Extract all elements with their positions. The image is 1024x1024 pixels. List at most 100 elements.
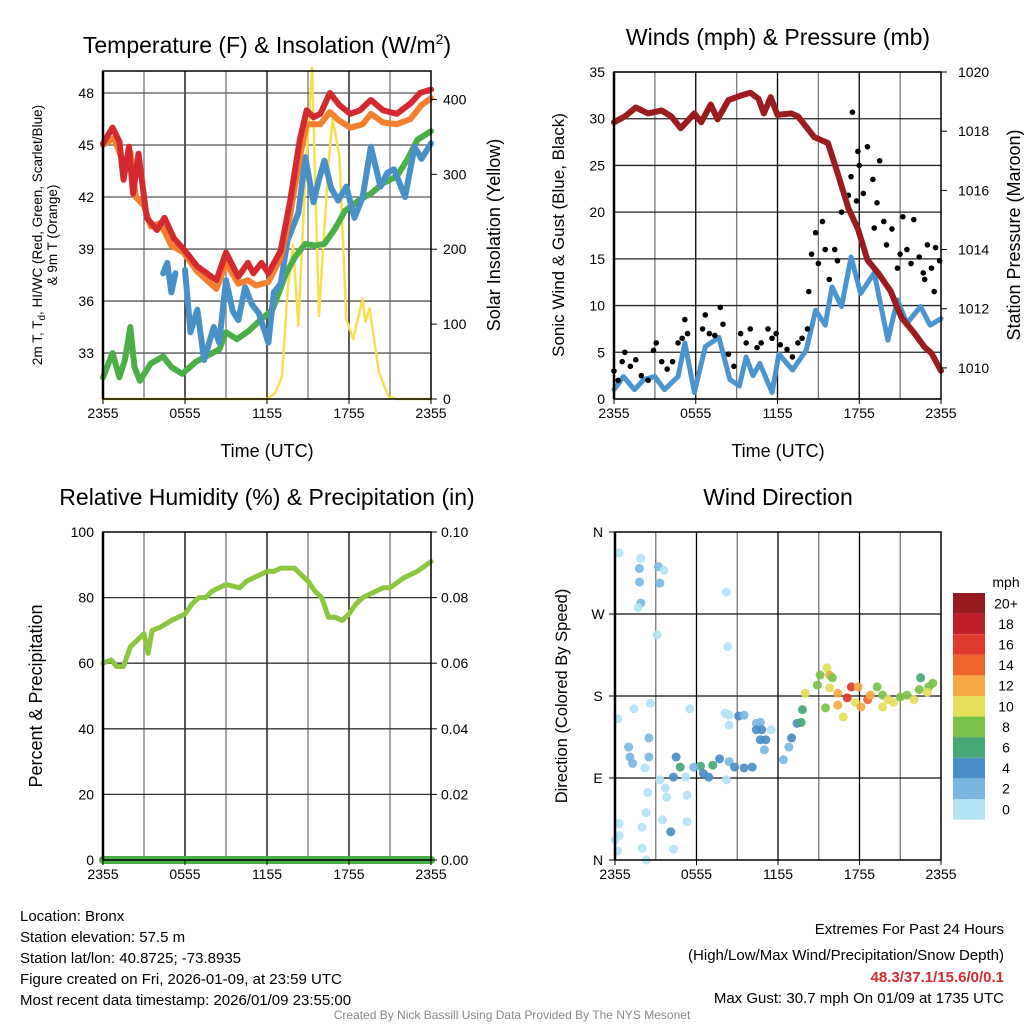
gust-point bbox=[826, 276, 833, 283]
extremes-box: Extremes For Past 24 Hours (High/Low/Max… bbox=[688, 921, 1004, 1007]
gust-point bbox=[706, 330, 713, 337]
gust-point bbox=[731, 363, 737, 370]
wind-direction-point bbox=[757, 725, 767, 735]
gust-point bbox=[897, 251, 903, 257]
gust-point bbox=[747, 326, 754, 332]
y-tick-label: E bbox=[593, 770, 602, 786]
y-tick-label: 30 bbox=[589, 111, 605, 127]
gust-point bbox=[864, 143, 871, 150]
gust-point bbox=[928, 265, 935, 272]
wind-direction-point bbox=[872, 682, 882, 692]
wind-direction-point bbox=[614, 819, 624, 829]
wind-direction-point bbox=[766, 725, 776, 735]
x-tick-label: 0555 bbox=[680, 405, 711, 421]
y2-tick-label: 0.10 bbox=[441, 524, 468, 540]
y-tick-label: 15 bbox=[589, 251, 605, 267]
gust-point bbox=[622, 349, 628, 356]
humidity-title: Relative Humidity (%) & Precipitation (i… bbox=[59, 484, 474, 510]
x-tick-label: 0555 bbox=[169, 405, 200, 421]
gust-point bbox=[650, 347, 657, 354]
wind-direction-point bbox=[928, 678, 938, 688]
gust-point bbox=[812, 229, 819, 236]
wind-direction-point bbox=[640, 763, 650, 773]
station-info: Location: Bronx Station elevation: 57.5 … bbox=[20, 908, 351, 1009]
gust-point bbox=[831, 246, 838, 253]
y-tick-label: 42 bbox=[78, 189, 94, 205]
x-tick-label: 1755 bbox=[333, 866, 364, 882]
temperature-x-label: Time (UTC) bbox=[220, 441, 313, 461]
wind-direction-point bbox=[800, 688, 810, 698]
y2-tick-label: 400 bbox=[443, 91, 467, 107]
y2-tick-label: 0.08 bbox=[441, 590, 468, 606]
wind-direction-point bbox=[662, 792, 672, 802]
speed-legend: mph 20+ 18 16 14 12 10 8 6 4 2 0 bbox=[953, 574, 1020, 820]
wind-direction-point bbox=[895, 692, 905, 702]
y-tick-label: 25 bbox=[589, 157, 605, 173]
wind-direction-point bbox=[784, 742, 794, 752]
y-tick-label: 5 bbox=[597, 344, 605, 360]
wind-direction-point bbox=[922, 687, 932, 697]
wind-direction-point bbox=[634, 577, 644, 587]
wind-direction-point bbox=[739, 710, 749, 720]
x-tick-label: 1755 bbox=[333, 405, 364, 421]
hi-wc-line bbox=[182, 140, 434, 363]
x-tick-label: 1155 bbox=[252, 866, 282, 882]
y2-tick-label: 0.04 bbox=[441, 721, 468, 737]
legend-label: 14 bbox=[998, 657, 1014, 673]
legend-swatch bbox=[953, 593, 985, 614]
wind-direction-point bbox=[878, 702, 888, 712]
y-tick-label: 80 bbox=[78, 590, 94, 606]
gust-point bbox=[795, 340, 801, 346]
gust-point bbox=[871, 225, 878, 231]
gust-point bbox=[874, 200, 880, 206]
gust-point bbox=[804, 326, 811, 332]
x-tick-label: 2355 bbox=[925, 866, 956, 882]
wind-direction-point bbox=[655, 775, 665, 785]
wind-direction-point bbox=[838, 712, 848, 722]
gust-point bbox=[848, 173, 854, 180]
pressure-y-label: Station Pressure (Maroon) bbox=[1004, 129, 1024, 340]
x-tick-label: 1155 bbox=[762, 405, 792, 421]
wind-direction-point bbox=[812, 680, 822, 690]
wind-direction-point bbox=[641, 808, 651, 818]
gust-point bbox=[819, 218, 826, 225]
temperature-panel: 2355 0555 1155 1755 2355 33 36 39 42 45 48 0 100 200 3… bbox=[30, 31, 504, 461]
gust-point bbox=[932, 244, 939, 251]
wind-direction-point bbox=[724, 720, 734, 730]
wind-direction-point bbox=[666, 827, 676, 837]
gust-point bbox=[619, 358, 625, 365]
y2-tick-label: 1010 bbox=[958, 360, 989, 376]
wind-direction-point bbox=[675, 762, 685, 772]
wind-direction-point bbox=[902, 690, 912, 700]
station-pressure-line bbox=[611, 89, 944, 374]
wind-direction-point bbox=[856, 702, 866, 712]
wind-direction-point bbox=[671, 752, 681, 762]
wind-direction-point bbox=[916, 673, 926, 683]
wind-direction-point bbox=[614, 548, 624, 558]
wind-direction-point bbox=[629, 704, 639, 714]
td-line bbox=[100, 128, 434, 384]
relative-humidity-line bbox=[100, 559, 434, 669]
gust-point bbox=[638, 372, 645, 379]
y2-tick-label: 0.02 bbox=[441, 786, 468, 802]
wind-direction-point bbox=[681, 772, 691, 782]
winds-y-label: Sonic Wind & Gust (Blue, Black) bbox=[549, 113, 568, 357]
wind-direction-point bbox=[628, 758, 638, 768]
wind-direction-point bbox=[846, 682, 856, 692]
station-latlon: Station lat/lon: 40.8725; -73.8935 bbox=[20, 950, 241, 967]
gust-point bbox=[853, 198, 860, 204]
x-tick-label: 1755 bbox=[844, 405, 875, 421]
wind-direction-point bbox=[825, 683, 835, 693]
y2-tick-label: 0 bbox=[443, 391, 451, 407]
wind-direction-title: Wind Direction bbox=[703, 484, 853, 510]
gust-point bbox=[664, 366, 670, 372]
legend-label: 2 bbox=[1002, 781, 1010, 797]
y-tick-label: S bbox=[593, 688, 602, 704]
y-tick-label: 36 bbox=[78, 293, 94, 309]
legend-label: 12 bbox=[998, 678, 1014, 694]
y-tick-label: 100 bbox=[71, 524, 95, 540]
max-gust: Max Gust: 30.7 mph On 01/09 at 1735 UTC bbox=[714, 990, 1004, 1007]
y-tick-label: 39 bbox=[78, 241, 94, 257]
y2-tick-label: 1018 bbox=[958, 123, 989, 139]
wind-direction-point bbox=[759, 745, 769, 755]
